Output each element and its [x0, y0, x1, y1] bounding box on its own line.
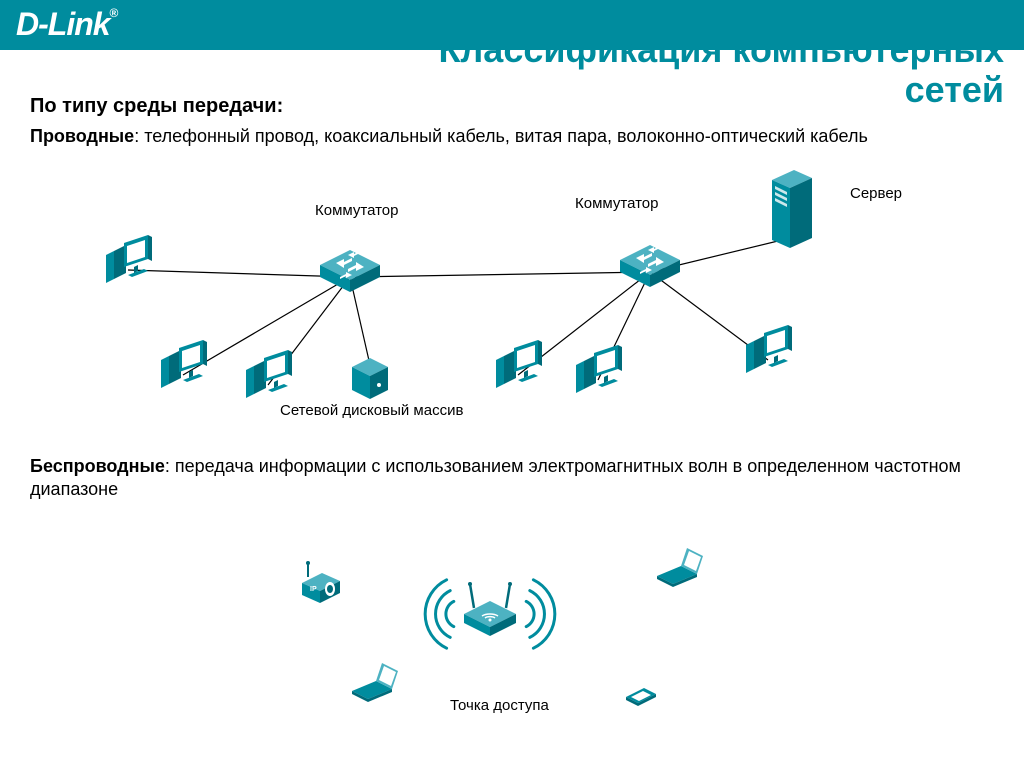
wired-diagram: Коммутатор Коммутатор Сервер Сетевой дисков… — [30, 170, 970, 450]
svg-text:Сервер: Сервер — [850, 185, 902, 202]
wired-desc: : телефонный провод, коаксиальный кабель… — [134, 126, 868, 146]
trademark: ® — [110, 6, 118, 20]
brand-logo: D-Link® — [16, 6, 117, 43]
wireless-label: Беспроводные — [30, 456, 165, 476]
wired-description: Проводные: телефонный провод, коаксиальн… — [30, 125, 994, 148]
svg-text:Сетевой дисковый массив: Сетевой дисковый массив — [280, 402, 463, 419]
wired-svg: Коммутатор Коммутатор Сервер Сетевой дисков… — [30, 170, 970, 450]
page-title: Классификация компьютерных сетей — [438, 30, 1004, 109]
wireless-svg: IP Точка доступа — [30, 510, 970, 750]
title-line1: Классификация компьютерных — [438, 29, 1004, 70]
wireless-description: Беспроводные: передача информации с испо… — [30, 455, 994, 502]
svg-text:Коммутатор: Коммутатор — [315, 202, 398, 219]
brand-text: D-Link — [16, 6, 110, 42]
wireless-diagram: IP Точка доступа — [30, 510, 970, 750]
wireless-desc: : передача информации с использованием э… — [30, 456, 961, 499]
svg-text:IP: IP — [310, 586, 317, 593]
svg-text:Коммутатор: Коммутатор — [575, 195, 658, 212]
title-line2: сетей — [905, 69, 1004, 110]
wired-label: Проводные — [30, 126, 134, 146]
svg-text:Точка доступа: Точка доступа — [450, 697, 549, 714]
subtitle: По типу среды передачи: — [30, 95, 283, 118]
